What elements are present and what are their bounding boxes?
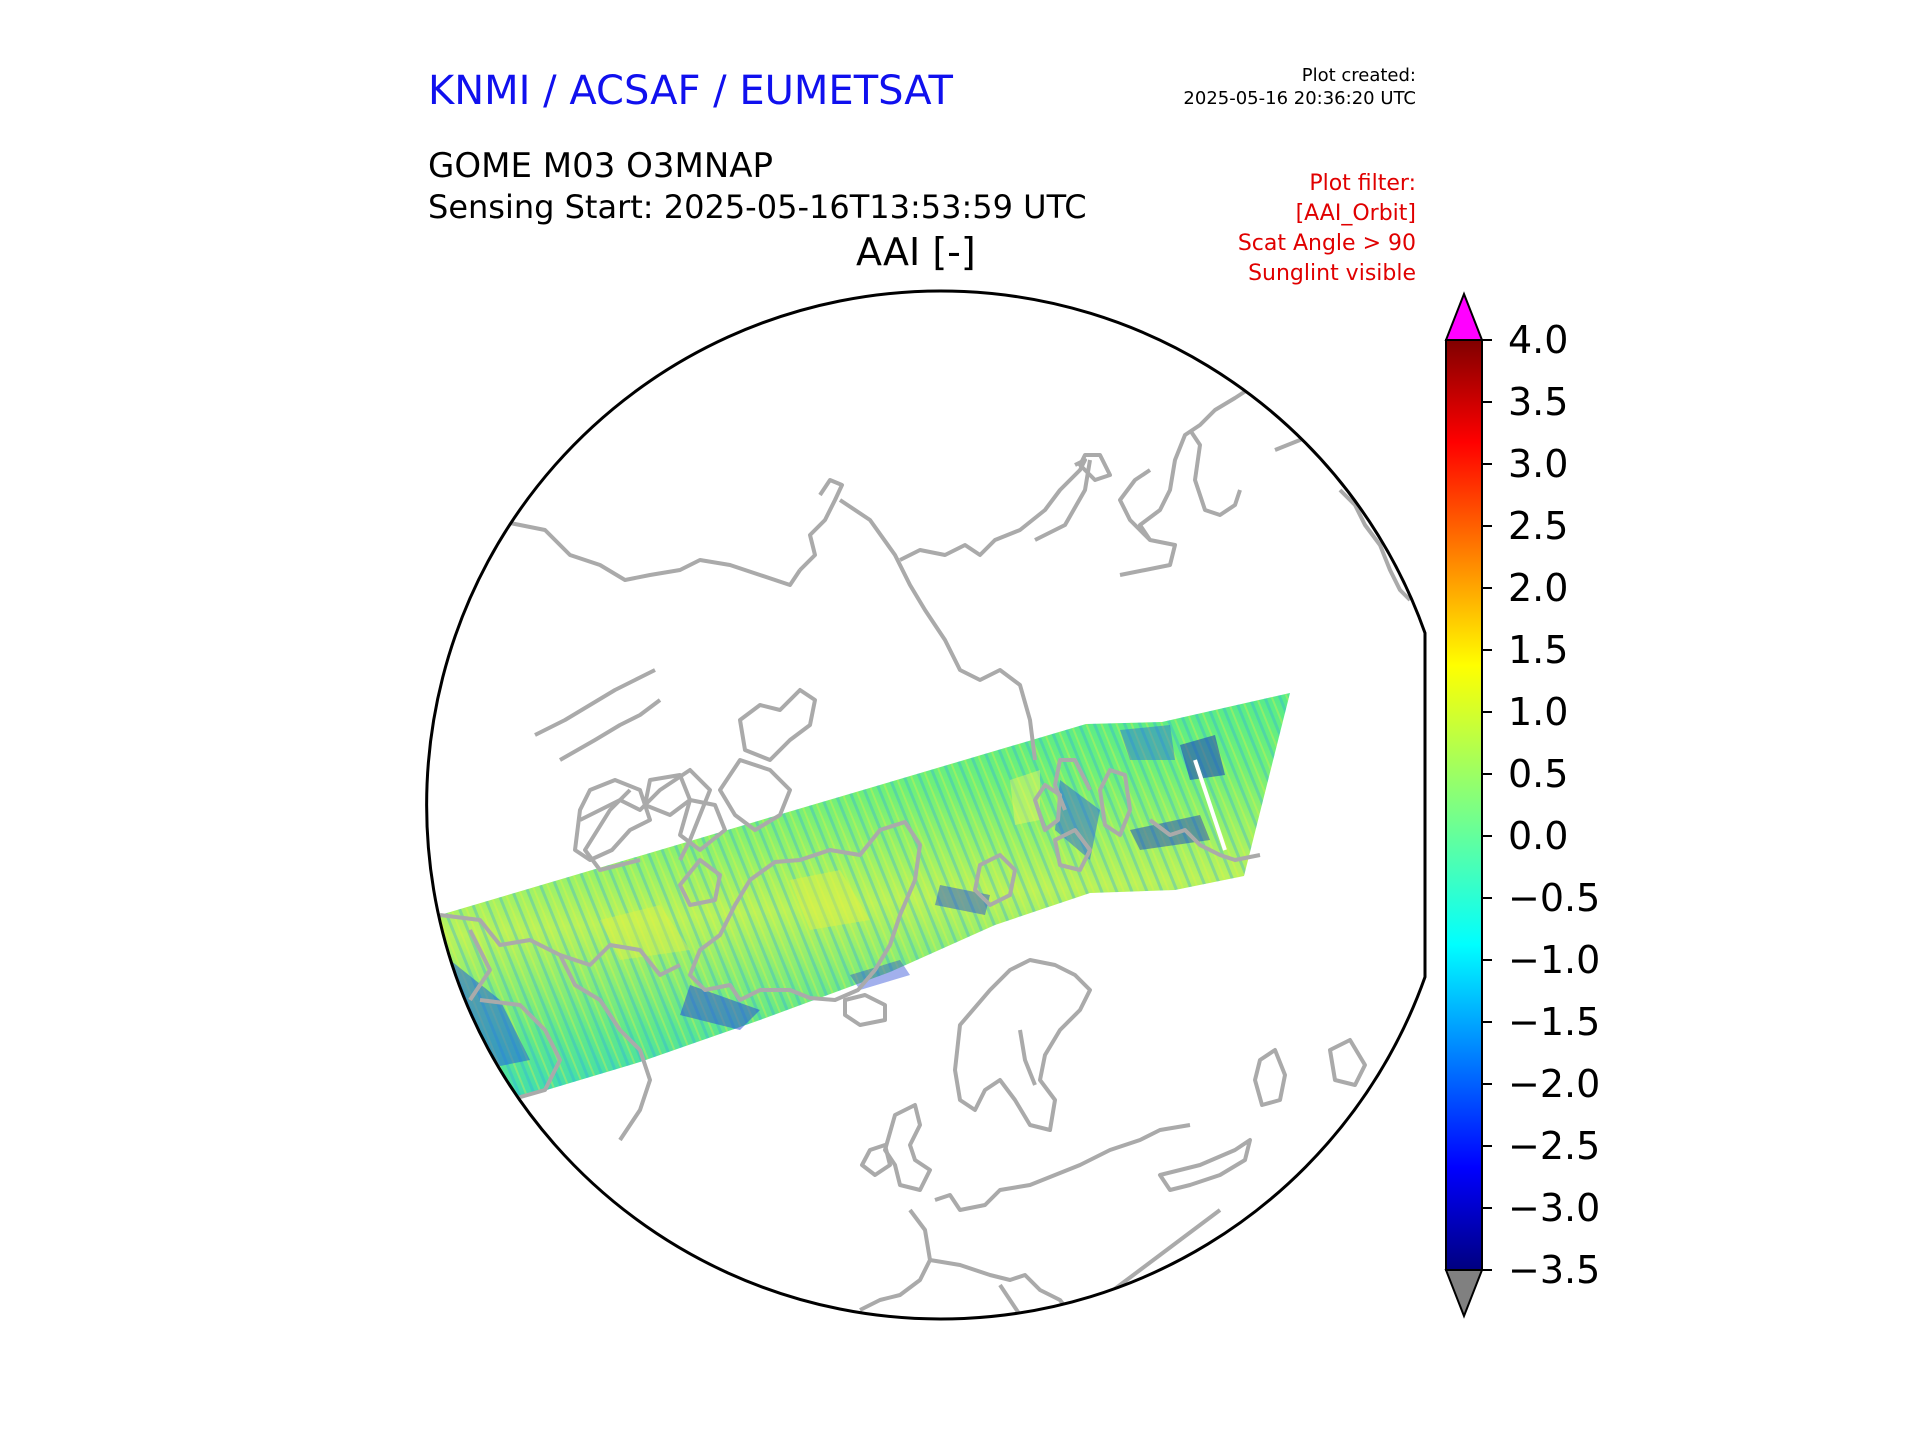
org-title: KNMI / ACSAF / EUMETSAT [428,68,953,114]
colorbar-under-min [1444,1269,1484,1319]
colorbar-gradient [1445,339,1483,1271]
colorbar-tick-label: −2.0 [1508,1062,1600,1106]
variable-title: AAI [-] [856,230,976,274]
product-title: GOME M03 O3MNAP [428,146,774,186]
colorbar-tick-label: −1.0 [1508,938,1600,982]
colorbar-tick-label: 1.0 [1508,690,1568,734]
satellite-swath [440,693,1290,1125]
plot-filter-line: Scat Angle > 90 [1237,231,1416,256]
colorbar-tick-label: 4.0 [1508,318,1568,362]
colorbar-tick-label: 3.0 [1508,442,1568,486]
colorbar-tick-label: 0.5 [1508,752,1568,796]
colorbar-tick-label: −2.5 [1508,1124,1600,1168]
colorbar-over-max [1444,291,1484,341]
colorbar-tick-label: 2.5 [1508,504,1568,548]
colorbar-tick-label: 3.5 [1508,380,1568,424]
colorbar-tick-label: 2.0 [1508,566,1568,610]
plot-filter: Plot filter: [AAI_Orbit] Scat Angle > 90… [1238,169,1416,289]
colorbar-tick-label: −3.0 [1508,1186,1600,1230]
colorbar-tick-label: −1.5 [1508,1000,1600,1044]
plot-filter-label: Plot filter: [1309,171,1416,196]
plot-filter-line: [AAI_Orbit] [1295,201,1416,226]
colorbar-tick-label: 1.5 [1508,628,1568,672]
colorbar-tick-label: 0.0 [1508,814,1568,858]
colorbar-ticks: 4.0 3.5 3.0 2.5 2.0 1.5 1.0 0.5 0.0 −0.5 −1.0 −1.5 −… [1482,318,1600,1292]
plot-filter-line: Sunglint visible [1248,261,1416,286]
colorbar-tick-label: −0.5 [1508,876,1600,920]
plot-created-label: Plot created: [1301,65,1416,86]
coastlines [439,368,1412,1319]
plot-created-time: 2025-05-16 20:36:20 UTC [1183,88,1416,109]
map-boundary [425,289,1427,1321]
colorbar-tick-label: −3.5 [1508,1248,1600,1292]
plot-created: Plot created: 2025-05-16 20:36:20 UTC [1183,64,1416,110]
sensing-start: Sensing Start: 2025-05-16T13:53:59 UTC [428,188,1087,226]
